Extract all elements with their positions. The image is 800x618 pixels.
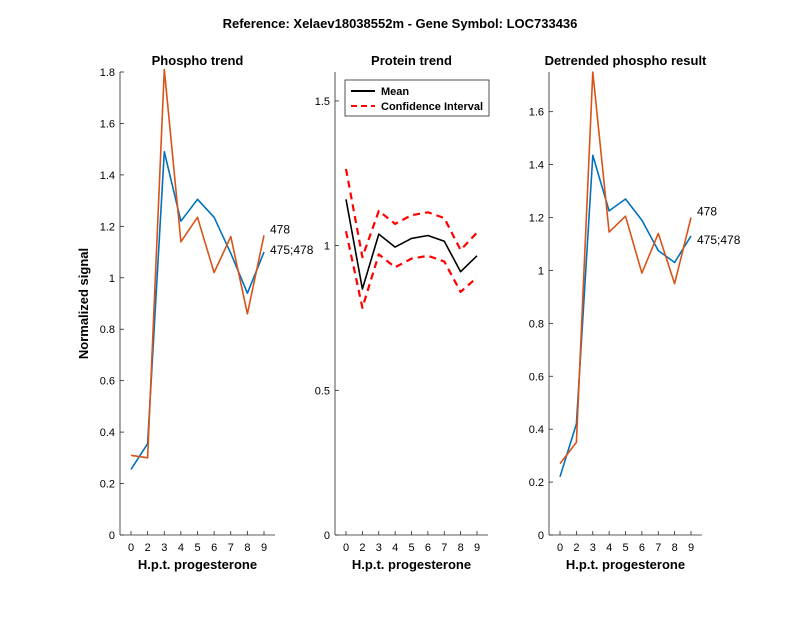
x-tick-label: 9 [261, 542, 267, 554]
x-tick-label: 6 [639, 542, 645, 554]
x-tick-label: 3 [161, 542, 167, 554]
y-tick-label: 1.4 [529, 160, 544, 172]
y-tick-label: 0.2 [100, 479, 115, 491]
legend: Mean Confidence Interval [344, 79, 490, 117]
y-tick-label: 0.6 [529, 371, 544, 383]
x-tick-label: 7 [441, 542, 447, 554]
y-axis-label: Normalized signal [76, 248, 91, 359]
y-tick-label: 1.6 [529, 107, 544, 119]
y-tick-label: 1.2 [100, 221, 115, 233]
y-tick-label: 0.6 [100, 376, 115, 388]
x-tick-label: 4 [178, 542, 184, 554]
x-tick-label: 4 [392, 542, 398, 554]
panel-title: Detrended phospho result [545, 53, 707, 68]
x-tick-label: 5 [622, 542, 628, 554]
x-tick-label: 0 [557, 542, 563, 554]
x-tick-label: 2 [573, 542, 579, 554]
x-tick-label: 8 [244, 542, 250, 554]
y-tick-label: 0.4 [529, 424, 544, 436]
x-tick-label: 7 [655, 542, 661, 554]
y-tick-label: 1.4 [100, 170, 115, 182]
figure-suptitle: Reference: Xelaev18038552m - Gene Symbol… [223, 16, 578, 31]
end-label: 478 [697, 205, 717, 219]
x-tick-label: 5 [194, 542, 200, 554]
x-tick-label: 6 [211, 542, 217, 554]
panels: Phospho trend 0 0.2 0.4 0.6 0.8 1 1.2 1.4 1.6 1.8 0… [76, 53, 741, 572]
panel-1: Phospho trend 0 0.2 0.4 0.6 0.8 1 1.2 1.4 1.6 1.8 0… [76, 53, 314, 572]
y-tick-label: 1 [538, 265, 544, 277]
y-tick-label: 0.2 [529, 477, 544, 489]
legend-box [344, 79, 490, 117]
y-tick-label: 0 [324, 530, 330, 542]
end-label: 478 [270, 222, 290, 236]
y-tick-label: 1.5 [315, 96, 330, 108]
x-tick-label: 2 [145, 542, 151, 554]
x-tick-label: 9 [474, 542, 480, 554]
y-tick-label: 0 [109, 530, 115, 542]
legend-label: Confidence Interval [381, 101, 483, 113]
x-tick-label: 3 [590, 542, 596, 554]
series-line-478-1 [130, 68, 265, 459]
panel-3: Detrended phospho result 0 0.2 0.4 0.6 0.8 1 1.… [529, 53, 741, 572]
y-tick-label: 0.8 [529, 318, 544, 330]
y-tick-label: 0.4 [100, 427, 115, 439]
end-label: 475;478 [697, 233, 741, 247]
series-line-confidence-interval-2 [344, 230, 478, 309]
y-tick-label: 0.5 [315, 385, 330, 397]
x-tick-label: 7 [228, 542, 234, 554]
y-tick-label: 1.6 [100, 118, 115, 130]
y-tick-label: 0.8 [100, 324, 115, 336]
x-axis-label: H.p.t. progesterone [566, 557, 685, 572]
x-tick-label: 3 [376, 542, 382, 554]
legend-label: Mean [381, 86, 409, 98]
x-axis-label: H.p.t. progesterone [138, 557, 257, 572]
x-tick-label: 4 [606, 542, 612, 554]
panel-title: Protein trend [371, 53, 452, 68]
end-label: 475;478 [270, 243, 314, 257]
y-tick-label: 1.8 [100, 67, 115, 79]
y-tick-label: 1 [109, 273, 115, 285]
y-tick-label: 1 [324, 241, 330, 253]
x-tick-label: 8 [672, 542, 678, 554]
x-tick-label: 0 [343, 542, 349, 554]
x-tick-label: 0 [128, 542, 134, 554]
panel-title: Phospho trend [152, 53, 244, 68]
x-tick-label: 6 [425, 542, 431, 554]
y-tick-label: 1.2 [529, 213, 544, 225]
x-tick-label: 2 [359, 542, 365, 554]
series-line-mean-0 [345, 199, 478, 290]
y-tick-label: 0 [538, 530, 544, 542]
series-line-478-1 [559, 71, 692, 465]
x-tick-label: 8 [458, 542, 464, 554]
x-tick-label: 9 [688, 542, 694, 554]
x-tick-label: 5 [408, 542, 414, 554]
x-axis-label: H.p.t. progesterone [352, 557, 471, 572]
